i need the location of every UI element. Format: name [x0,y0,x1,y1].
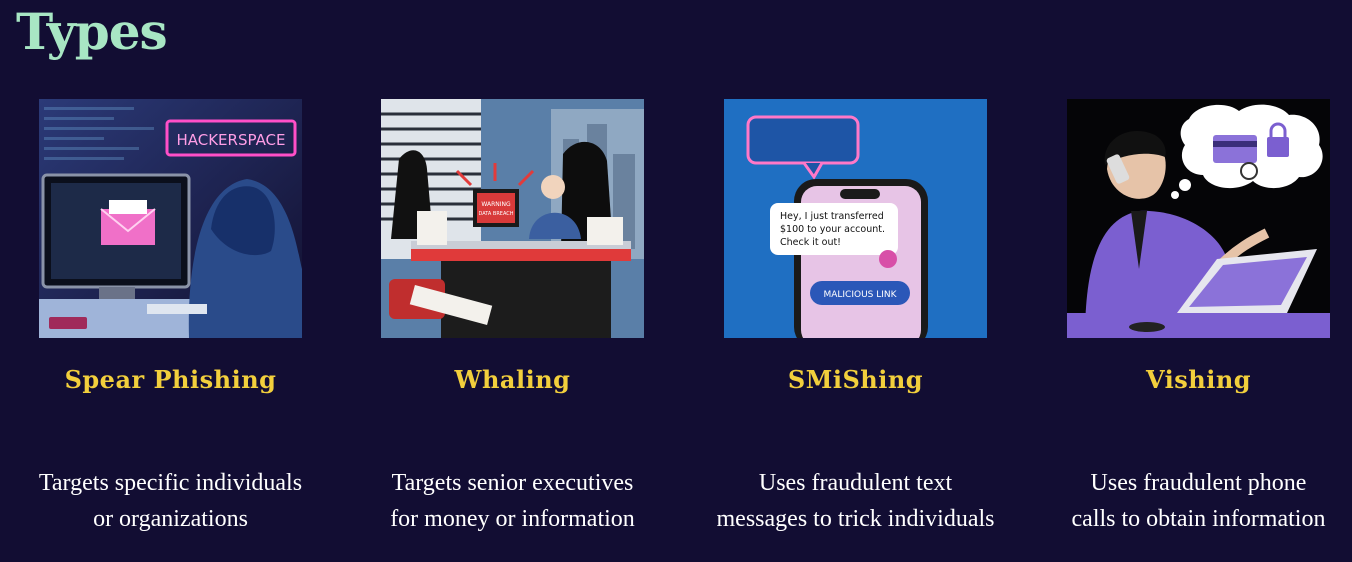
card-spear-phishing: HACKERSPACE Spear Phishing Targets speci… [39,99,302,539]
card-description: Uses fraudulent phone calls to obtain in… [1017,465,1352,537]
data-breach-screen-text: DATA BREACH [478,211,513,217]
card-description: Targets senior executives for money or i… [331,465,694,537]
whaling-illustration: WARNING DATA BREACH [381,99,644,338]
card-description-line: for money or information [390,506,635,532]
vishing-illustration [1067,99,1330,338]
card-smishing: Hey, I just transferred $100 to your acc… [717,99,994,539]
page-title: Types [16,2,168,61]
card-description-line: messages to trick individuals [716,506,995,532]
card-title: Vishing [1145,365,1252,394]
spear-phishing-illustration: HACKERSPACE [39,99,302,338]
warning-screen-text: WARNING [481,201,511,208]
card-title: Spear Phishing [64,365,277,394]
malicious-link-button-text: MALICIOUS LINK [823,290,897,300]
card-description-line: Targets senior executives [391,470,634,496]
card-title: Whaling [454,365,571,394]
sms-message-line: Hey, I just transferred [780,211,884,222]
card-description-line: or organizations [93,506,248,532]
card-whaling: WARNING DATA BREACH Whaling Targets seni… [381,99,644,539]
hackerspace-sign: HACKERSPACE [176,131,285,149]
card-description: Targets specific individuals or organiza… [0,465,352,537]
card-title: SMiShing [787,365,924,394]
card-description: Uses fraudulent text messages to trick i… [674,465,1037,537]
card-vishing: Vishing Uses fraudulent phone calls to o… [1067,99,1330,539]
sms-message-line: $100 to your account. [780,224,885,235]
card-description-line: Uses fraudulent phone [1090,470,1307,496]
smishing-illustration: Hey, I just transferred $100 to your acc… [724,99,987,338]
card-description-line: Targets specific individuals [38,470,303,496]
card-description-line: calls to obtain information [1071,506,1326,532]
card-description-line: Uses fraudulent text [758,470,953,496]
sms-message-line: Check it out! [780,237,841,248]
